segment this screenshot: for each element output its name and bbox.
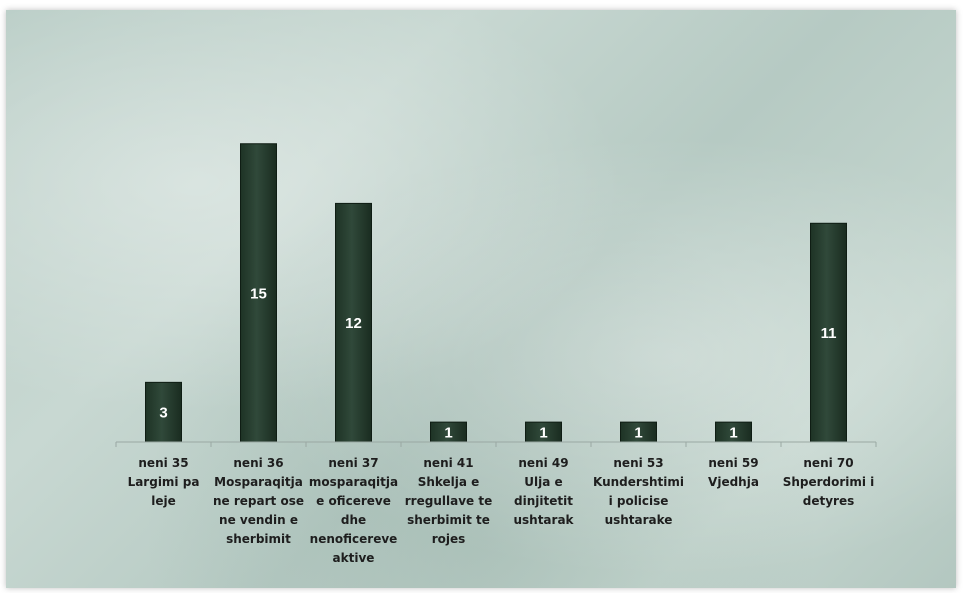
category-labels: neni 35 Largimi pa leje neni 36 Mosparaqitja…	[128, 456, 875, 565]
category-label-line: detyres	[803, 494, 855, 508]
category-label-line: Shkelja e	[418, 475, 480, 489]
category-label-line: ne repart ose	[213, 494, 304, 508]
category-label-line: Largimi pa	[128, 475, 200, 489]
category-label-line: i policise	[609, 494, 669, 508]
category-label: neni 49 Ulja e dinjitetit ushtarak	[513, 456, 574, 527]
category-label-line: leje	[151, 494, 176, 508]
chart-area: neni 35 Largimi pa leje neni 36 Mosparaqitja…	[6, 10, 956, 588]
category-label-line: mosparaqitja	[309, 475, 398, 489]
category-label-line: aktive	[333, 551, 375, 565]
category-label-line: sherbimit te	[407, 513, 490, 527]
category-label-line: neni 53	[613, 456, 663, 470]
bar	[335, 202, 372, 443]
bar	[240, 143, 277, 443]
category-label-line: neni 37	[328, 456, 378, 470]
bar	[145, 381, 182, 443]
category-label-line: neni 49	[518, 456, 568, 470]
bars-layer	[145, 143, 847, 443]
category-label-line: neni 59	[708, 456, 758, 470]
category-label: neni 53 Kundershtimi i policise ushtarake	[593, 456, 684, 527]
category-label: neni 35 Largimi pa leje	[128, 456, 200, 508]
category-label-line: ne vendin e	[219, 513, 298, 527]
category-label-line: Kundershtimi	[593, 475, 684, 489]
category-label-line: e oficereve	[316, 494, 391, 508]
category-label-line: nenoficereve	[310, 532, 398, 546]
bar-value-label: 11	[821, 325, 837, 342]
category-label-line: rregullave te	[405, 494, 492, 508]
x-axis-ticks	[115, 442, 877, 447]
category-label-line: neni 35	[138, 456, 188, 470]
category-label-line: neni 36	[233, 456, 283, 470]
category-label: neni 70 Shperdorimi i detyres	[783, 456, 875, 508]
category-label-line: neni 41	[423, 456, 473, 470]
category-label-line: ushtarak	[513, 513, 574, 527]
category-label-line: Mosparaqitja	[214, 475, 303, 489]
category-label-line: dhe	[341, 513, 366, 527]
category-label-line: sherbimit	[226, 532, 291, 546]
category-label-line: Shperdorimi i	[783, 475, 875, 489]
category-label-line: Vjedhja	[708, 475, 759, 489]
bar-value-label: 1	[729, 425, 737, 442]
category-label: neni 36 Mosparaqitja ne repart ose ne vendi…	[213, 456, 304, 546]
category-label-line: dinjitetit	[514, 494, 573, 508]
bar	[810, 222, 847, 443]
bar-value-label: 3	[159, 405, 167, 422]
bar-chart: neni 35 Largimi pa leje neni 36 Mosparaqitja…	[115, 143, 877, 565]
bar-value-label: 1	[539, 425, 547, 442]
category-label-line: Ulja e	[524, 475, 562, 489]
bar-value-label: 1	[444, 425, 452, 442]
category-label: neni 37 mosparaqitja e oficereve dhe nenofic…	[309, 456, 398, 565]
category-label-line: ushtarake	[605, 513, 673, 527]
bar-value-label: 1	[634, 425, 642, 442]
category-label: neni 59 Vjedhja	[708, 456, 759, 489]
category-label-line: neni 70	[803, 456, 853, 470]
bar-value-label: 15	[250, 285, 267, 302]
category-label: neni 41 Shkelja e rregullave te sherbimit t…	[405, 456, 492, 546]
bar-value-label: 12	[345, 315, 362, 332]
category-label-line: rojes	[432, 532, 466, 546]
